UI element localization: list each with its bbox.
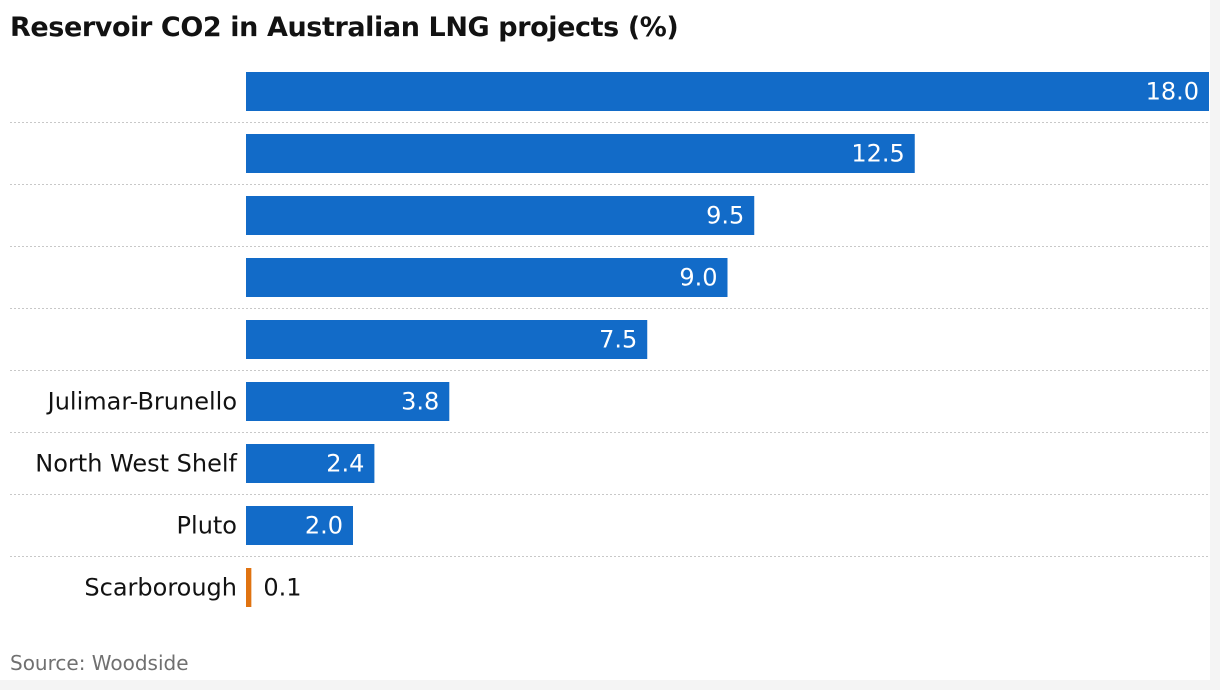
bar-row-2: [246, 134, 915, 173]
value-label-row-2: 12.5: [851, 140, 904, 168]
category-label-north-west-shelf: North West Shelf: [35, 450, 237, 478]
value-label-north-west-shelf: 2.4: [326, 450, 364, 478]
value-label-row-1: 18.0: [1146, 78, 1199, 106]
bar-pluto: [246, 506, 353, 545]
value-label-pluto: 2.0: [305, 512, 343, 540]
bar-row-5: [246, 320, 648, 359]
value-label-scarborough: 0.1: [263, 574, 301, 602]
bar-julimar-brunello: [246, 382, 450, 421]
value-label-julimar-brunello: 3.8: [401, 388, 439, 416]
bar-row-1: [246, 72, 1209, 111]
bar-row-3: [246, 196, 755, 235]
bar-chart: 18.0 12.5 9.5 9.0 7.5 3.8 Julimar-Brunello 2.4 N…: [10, 72, 1209, 607]
value-label-row-4: 9.0: [679, 264, 717, 292]
chart-card: Reservoir CO2 in Australian LNG projects…: [0, 0, 1210, 680]
category-label-pluto: Pluto: [177, 512, 237, 540]
bar-scarborough: [246, 568, 252, 607]
source-note: Source: Woodside: [10, 651, 189, 675]
bar-row-4: [246, 258, 728, 297]
bar-north-west-shelf: [246, 444, 375, 483]
chart-title: Reservoir CO2 in Australian LNG projects…: [10, 12, 679, 43]
category-label-scarborough: Scarborough: [84, 574, 237, 602]
value-label-row-3: 9.5: [706, 202, 744, 230]
value-label-row-5: 7.5: [599, 326, 637, 354]
category-label-julimar-brunello: Julimar-Brunello: [46, 388, 237, 416]
